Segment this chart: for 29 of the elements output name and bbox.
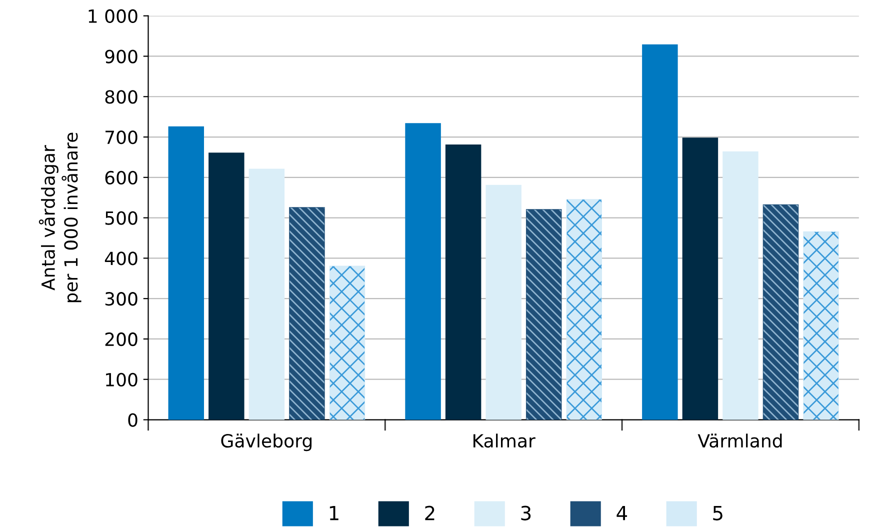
x-tick-label: Kalmar [474, 434, 536, 448]
legend-label: 3 [521, 506, 531, 520]
y-tick-label: 500 [105, 211, 138, 225]
y-tick-label: 300 [105, 292, 138, 306]
x-tick-label: Värmland [698, 434, 782, 448]
y-tick-label: 200 [105, 332, 138, 346]
legend-label: 1 [330, 506, 338, 520]
bar [168, 126, 204, 420]
legend-label: 2 [425, 506, 434, 520]
y-axis-title: Antal vårddagar per 1 000 invånare [38, 132, 82, 302]
bar [248, 168, 285, 420]
bar [722, 151, 758, 420]
y-tick-label: 900 [105, 50, 138, 64]
x-tick-label: Gävleborg [221, 434, 312, 452]
y-tick-label: 700 [106, 130, 138, 144]
bar [642, 44, 678, 420]
y-tick-label: 800 [105, 90, 138, 104]
y-tick-label: 600 [105, 170, 138, 185]
legend-label: 4 [616, 506, 628, 520]
bar [682, 138, 718, 420]
y-tick-label: 1 000 [88, 9, 138, 23]
bar [486, 184, 522, 420]
bar [405, 123, 441, 420]
bar [445, 144, 482, 420]
y-tick-label: 400 [104, 252, 138, 266]
legend-label: 5 [713, 506, 722, 520]
bar [208, 152, 244, 420]
y-tick-label: 100 [106, 372, 138, 386]
y-tick-label: 0 [128, 413, 138, 427]
